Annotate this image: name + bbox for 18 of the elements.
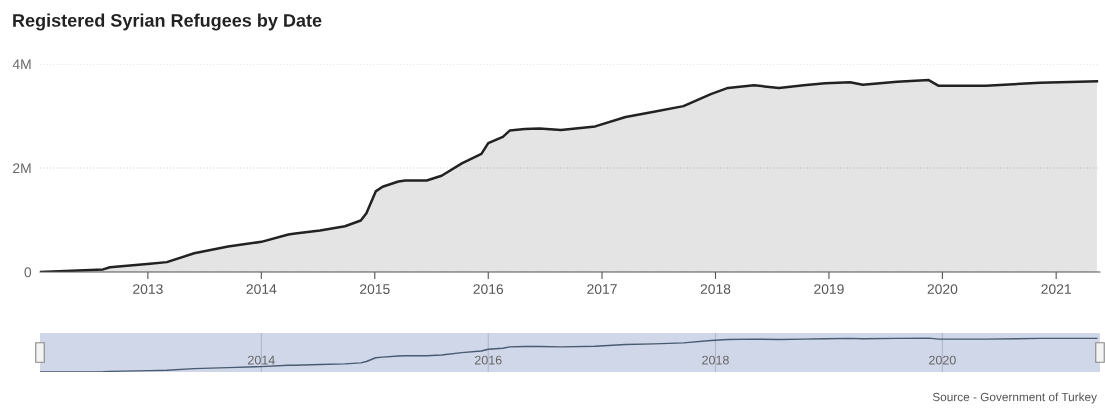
- chart-title: Registered Syrian Refugees by Date: [13, 13, 322, 31]
- x-tick-label: 2016: [474, 355, 502, 365]
- x-tick-label: 2018: [700, 284, 731, 295]
- y-tick-label: 0: [24, 267, 32, 278]
- x-tick-label: 2020: [927, 284, 958, 295]
- x-tick-label: 2021: [1041, 284, 1071, 295]
- x-tick-label: 2018: [702, 355, 729, 365]
- y-tick-label: 4M: [12, 59, 31, 70]
- x-tick-label: 2017: [587, 284, 617, 295]
- x-tick-label: 2014: [246, 284, 277, 295]
- x-tick-label: 2020: [929, 355, 956, 365]
- x-tick-label: 2013: [133, 284, 163, 295]
- x-tick-label: 2019: [814, 284, 844, 295]
- x-tick-label: 2015: [360, 284, 390, 295]
- source-note: Source - Government of Turkey: [932, 392, 1097, 404]
- y-tick-label: 2M: [13, 163, 31, 174]
- x-tick-label: 2014: [248, 355, 275, 365]
- x-tick-label: 2016: [473, 284, 504, 295]
